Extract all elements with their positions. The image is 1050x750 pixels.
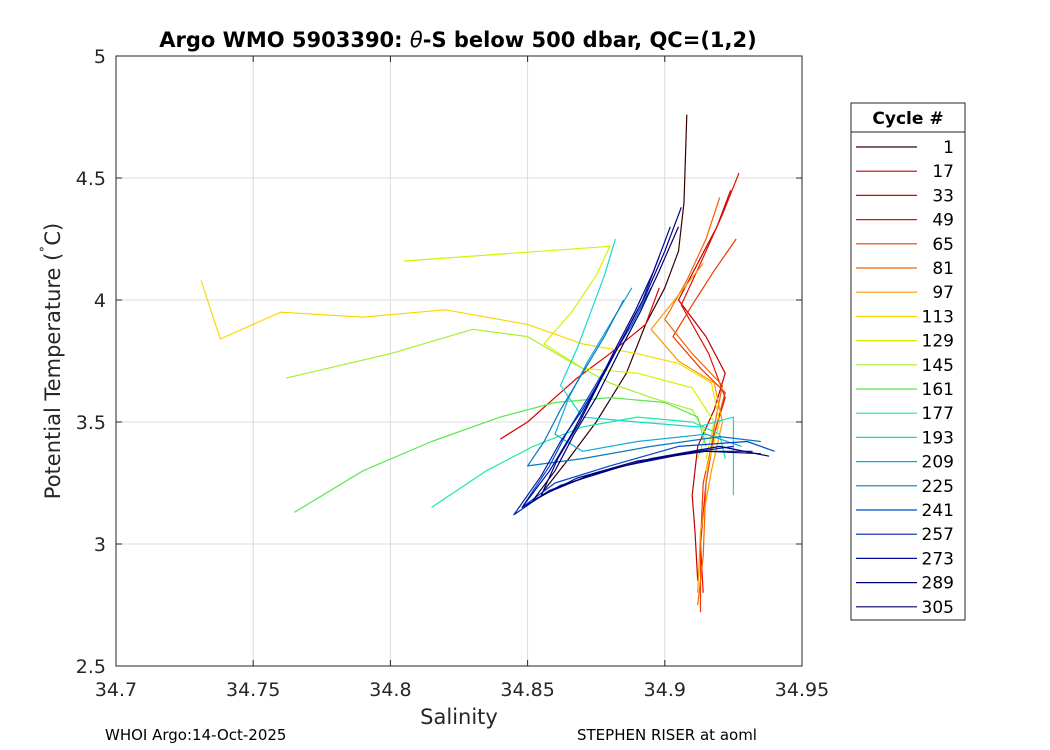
y-tick-label: 5 [94,46,106,68]
footer-date: WHOI Argo:14-Oct-2025 [105,726,286,744]
series-line-cycle-97 [650,263,724,593]
x-axis-label: Salinity [420,705,498,729]
legend-label: 193 [922,428,954,448]
y-tick-label: 4.5 [76,168,106,190]
x-tick-label: 34.7 [95,679,137,701]
chart-title-theta: θ [410,28,423,52]
series-line-cycle-81 [664,197,724,606]
legend-label: 113 [922,307,954,327]
y-tick-label: 3.5 [76,412,106,434]
legend-label: 81 [932,259,954,279]
legend-label: 97 [932,283,954,303]
series-layer [200,114,775,613]
legend-label: 1 [943,138,954,158]
series-line-cycle-193 [559,238,735,496]
x-tick-label: 34.95 [775,679,829,701]
y-tick-label: 2.5 [76,656,106,678]
y-tick-label: 3 [94,534,106,556]
series-line-cycle-17 [677,189,732,581]
y-axis-label-unit: C) [41,223,65,246]
legend-label: 17 [932,162,954,182]
x-tick-label: 34.85 [500,679,554,701]
legend-label: 129 [922,332,954,352]
legend-label: 65 [932,235,954,255]
chart-title-suffix: -S below 500 dbar, QC=(1,2) [423,28,757,52]
series-line-cycle-289 [540,207,770,496]
legend-label: 209 [922,453,954,473]
x-tick-label: 34.75 [226,679,280,701]
legend-label: 49 [932,211,954,231]
legend-label: 33 [932,186,954,206]
series-line-cycle-65 [672,238,737,613]
x-tick-label: 34.8 [369,679,411,701]
legend-label: 145 [922,356,954,376]
plot-area [116,56,802,666]
series-line-cycle-177 [431,416,726,508]
legend-label: 273 [922,549,954,569]
legend-title: Cycle # [872,109,943,129]
series-line-cycle-273 [521,226,753,508]
legend-label: 161 [922,380,954,400]
series-line-cycle-305 [532,226,761,501]
legend-label: 305 [922,598,954,618]
y-axis-label: Potential Temperature (˚C) [39,223,65,499]
legend-entries: 1 17 33 49 65 81 97 113 129 145 161 177 193 209 225 241… [856,138,954,618]
series-line-cycle-225 [526,299,761,467]
legend-label: 177 [922,404,954,424]
y-tick-label: 4 [94,290,106,312]
legend-label: 225 [922,477,954,497]
legend-label: 241 [922,501,954,521]
grid [115,55,803,667]
chart-title: Argo WMO 5903390: θ-S below 500 dbar, QC… [159,28,756,52]
series-line-cycle-209 [554,287,742,452]
y-axis-label-degree: ˚ [39,246,56,253]
y-axis-label-main: Potential Temperature ( [41,253,65,500]
legend: Cycle # 1 17 33 49 65 81 97 113 129 145 161 177 193 2… [850,102,966,621]
ticks: 34.7 34.75 34.8 34.85 34.9 34.95 2.5 3 3.5 4 4.5 5 [76,46,829,701]
series-line-cycle-161 [294,397,707,513]
footer-operator: STEPHEN RISER at aoml [577,726,757,744]
legend-label: 257 [922,525,954,545]
axes-box [115,55,803,667]
series-line-cycle-33 [499,287,660,440]
legend-label: 289 [922,574,954,594]
chart-title-prefix: Argo WMO 5903390: [159,28,410,52]
series-line-cycle-113 [200,280,721,471]
series-line-cycle-129 [404,245,715,459]
x-tick-label: 34.9 [644,679,686,701]
